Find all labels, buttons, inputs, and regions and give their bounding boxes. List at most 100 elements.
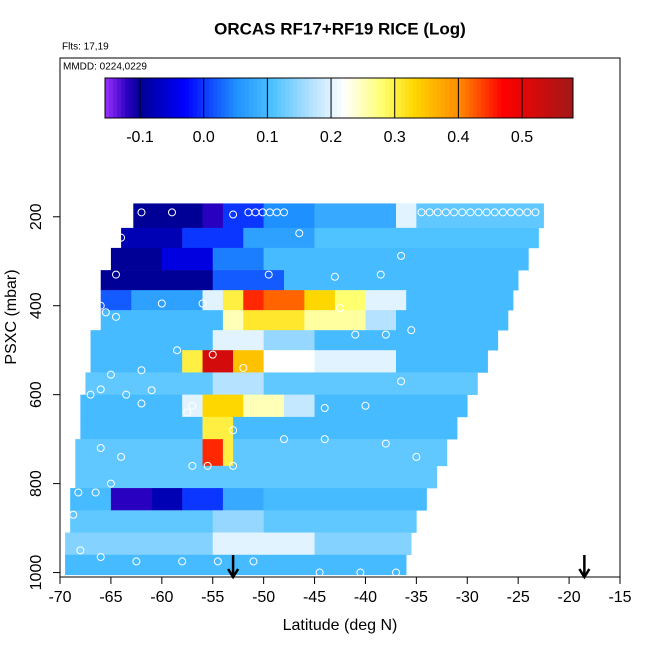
data-point: [482, 208, 491, 217]
colorbar-swatch: [281, 78, 286, 118]
heat-cell: [304, 310, 366, 331]
data-point: [106, 479, 115, 488]
heat-cell: [100, 310, 224, 331]
colorbar-swatch: [165, 78, 170, 118]
data-point: [417, 208, 426, 217]
colorbar-swatch: [325, 78, 330, 118]
heat-cell: [263, 510, 417, 533]
heat-cell: [110, 488, 152, 511]
heat-cell: [75, 439, 203, 467]
y-tick-label: 400: [28, 292, 45, 319]
x-tick-label: -30: [456, 589, 479, 606]
colorbar-tick-label: 0.3: [384, 129, 406, 146]
x-tick-label: -15: [608, 589, 631, 606]
heat-cell: [80, 416, 203, 440]
data-point: [490, 208, 499, 217]
colorbar-swatch: [489, 78, 494, 118]
colorbar-swatch: [445, 78, 450, 118]
data-point: [101, 308, 110, 317]
heat-cell: [243, 394, 285, 418]
data-point: [315, 568, 324, 577]
colorbar-swatch: [525, 78, 530, 118]
heat-cell: [222, 488, 264, 511]
colorbar-swatch: [129, 78, 134, 118]
heat-cell: [100, 290, 132, 311]
colorbar-swatch: [117, 78, 122, 118]
heat-cell: [334, 290, 366, 311]
data-point: [466, 208, 475, 217]
data-point: [229, 210, 238, 219]
heat-cell: [65, 554, 407, 576]
data-point: [523, 208, 532, 217]
colorbar-swatch: [337, 78, 342, 118]
heat-cell: [284, 270, 519, 291]
heat-cell: [75, 465, 438, 489]
heat-cell: [314, 203, 397, 229]
colorbar-swatch: [377, 78, 382, 118]
colorbar-swatch: [273, 78, 278, 118]
data-point: [474, 208, 483, 217]
x-tick-label: -25: [507, 589, 530, 606]
colorbar-swatch: [369, 78, 374, 118]
data-point: [498, 208, 507, 217]
heat-cell: [65, 532, 214, 556]
colorbar-swatch: [193, 78, 198, 118]
heat-cell: [263, 488, 427, 511]
data-point: [264, 270, 273, 279]
colorbar-swatch: [557, 78, 562, 118]
colorbar-swatch: [277, 78, 282, 118]
data-point: [330, 272, 339, 281]
data-point: [117, 233, 126, 242]
data-point: [96, 301, 105, 310]
data-point: [412, 452, 421, 461]
heat-cell: [314, 350, 397, 373]
data-point: [249, 557, 258, 566]
chart-title: ORCAS RF17+RF19 RICE (Log): [214, 19, 466, 38]
colorbar-swatch: [529, 78, 534, 118]
colorbar-swatch: [261, 78, 266, 118]
data-point: [96, 444, 105, 453]
colorbar-swatch: [301, 78, 306, 118]
heat-cell: [212, 330, 264, 351]
data-point: [356, 568, 365, 577]
colorbar-swatch: [509, 78, 514, 118]
data-point: [381, 330, 390, 339]
data-point: [96, 552, 105, 561]
heat-cell: [85, 372, 214, 395]
colorbar-swatch: [357, 78, 362, 118]
colorbar-swatch: [257, 78, 262, 118]
heat-cell: [202, 394, 244, 418]
colorbar-swatch: [461, 78, 466, 118]
x-tick-label: -35: [405, 589, 428, 606]
colorbar-swatch: [133, 78, 138, 118]
colorbar-swatch: [421, 78, 426, 118]
data-point: [106, 370, 115, 379]
data-point: [188, 461, 197, 470]
colorbar-swatch: [565, 78, 570, 118]
heat-cell: [314, 532, 412, 556]
x-tick-label: -65: [99, 589, 122, 606]
colorbar-tick-label: 0.4: [447, 129, 469, 146]
colorbar-swatch: [513, 78, 518, 118]
heat-cell: [314, 394, 468, 418]
heat-cell: [314, 227, 539, 249]
colorbar-swatch: [545, 78, 550, 118]
colorbar-swatch: [365, 78, 370, 118]
colorbar-swatch: [109, 78, 114, 118]
colorbar-swatch: [389, 78, 394, 118]
colorbar-swatch: [349, 78, 354, 118]
heat-cell: [222, 439, 234, 467]
heat-cell: [212, 372, 264, 395]
colorbar-swatch: [209, 78, 214, 118]
flights-note: Flts: 17,19: [62, 42, 109, 53]
heat-cell: [70, 488, 112, 511]
heat-cell: [212, 270, 285, 291]
colorbar-tick-label: -0.1: [126, 129, 154, 146]
data-point: [381, 439, 390, 448]
colorbar-swatch: [569, 78, 574, 118]
colorbar-swatch: [169, 78, 174, 118]
data-point: [86, 390, 95, 399]
heat-cell: [212, 510, 264, 533]
data-point: [173, 346, 182, 355]
data-point: [213, 557, 222, 566]
